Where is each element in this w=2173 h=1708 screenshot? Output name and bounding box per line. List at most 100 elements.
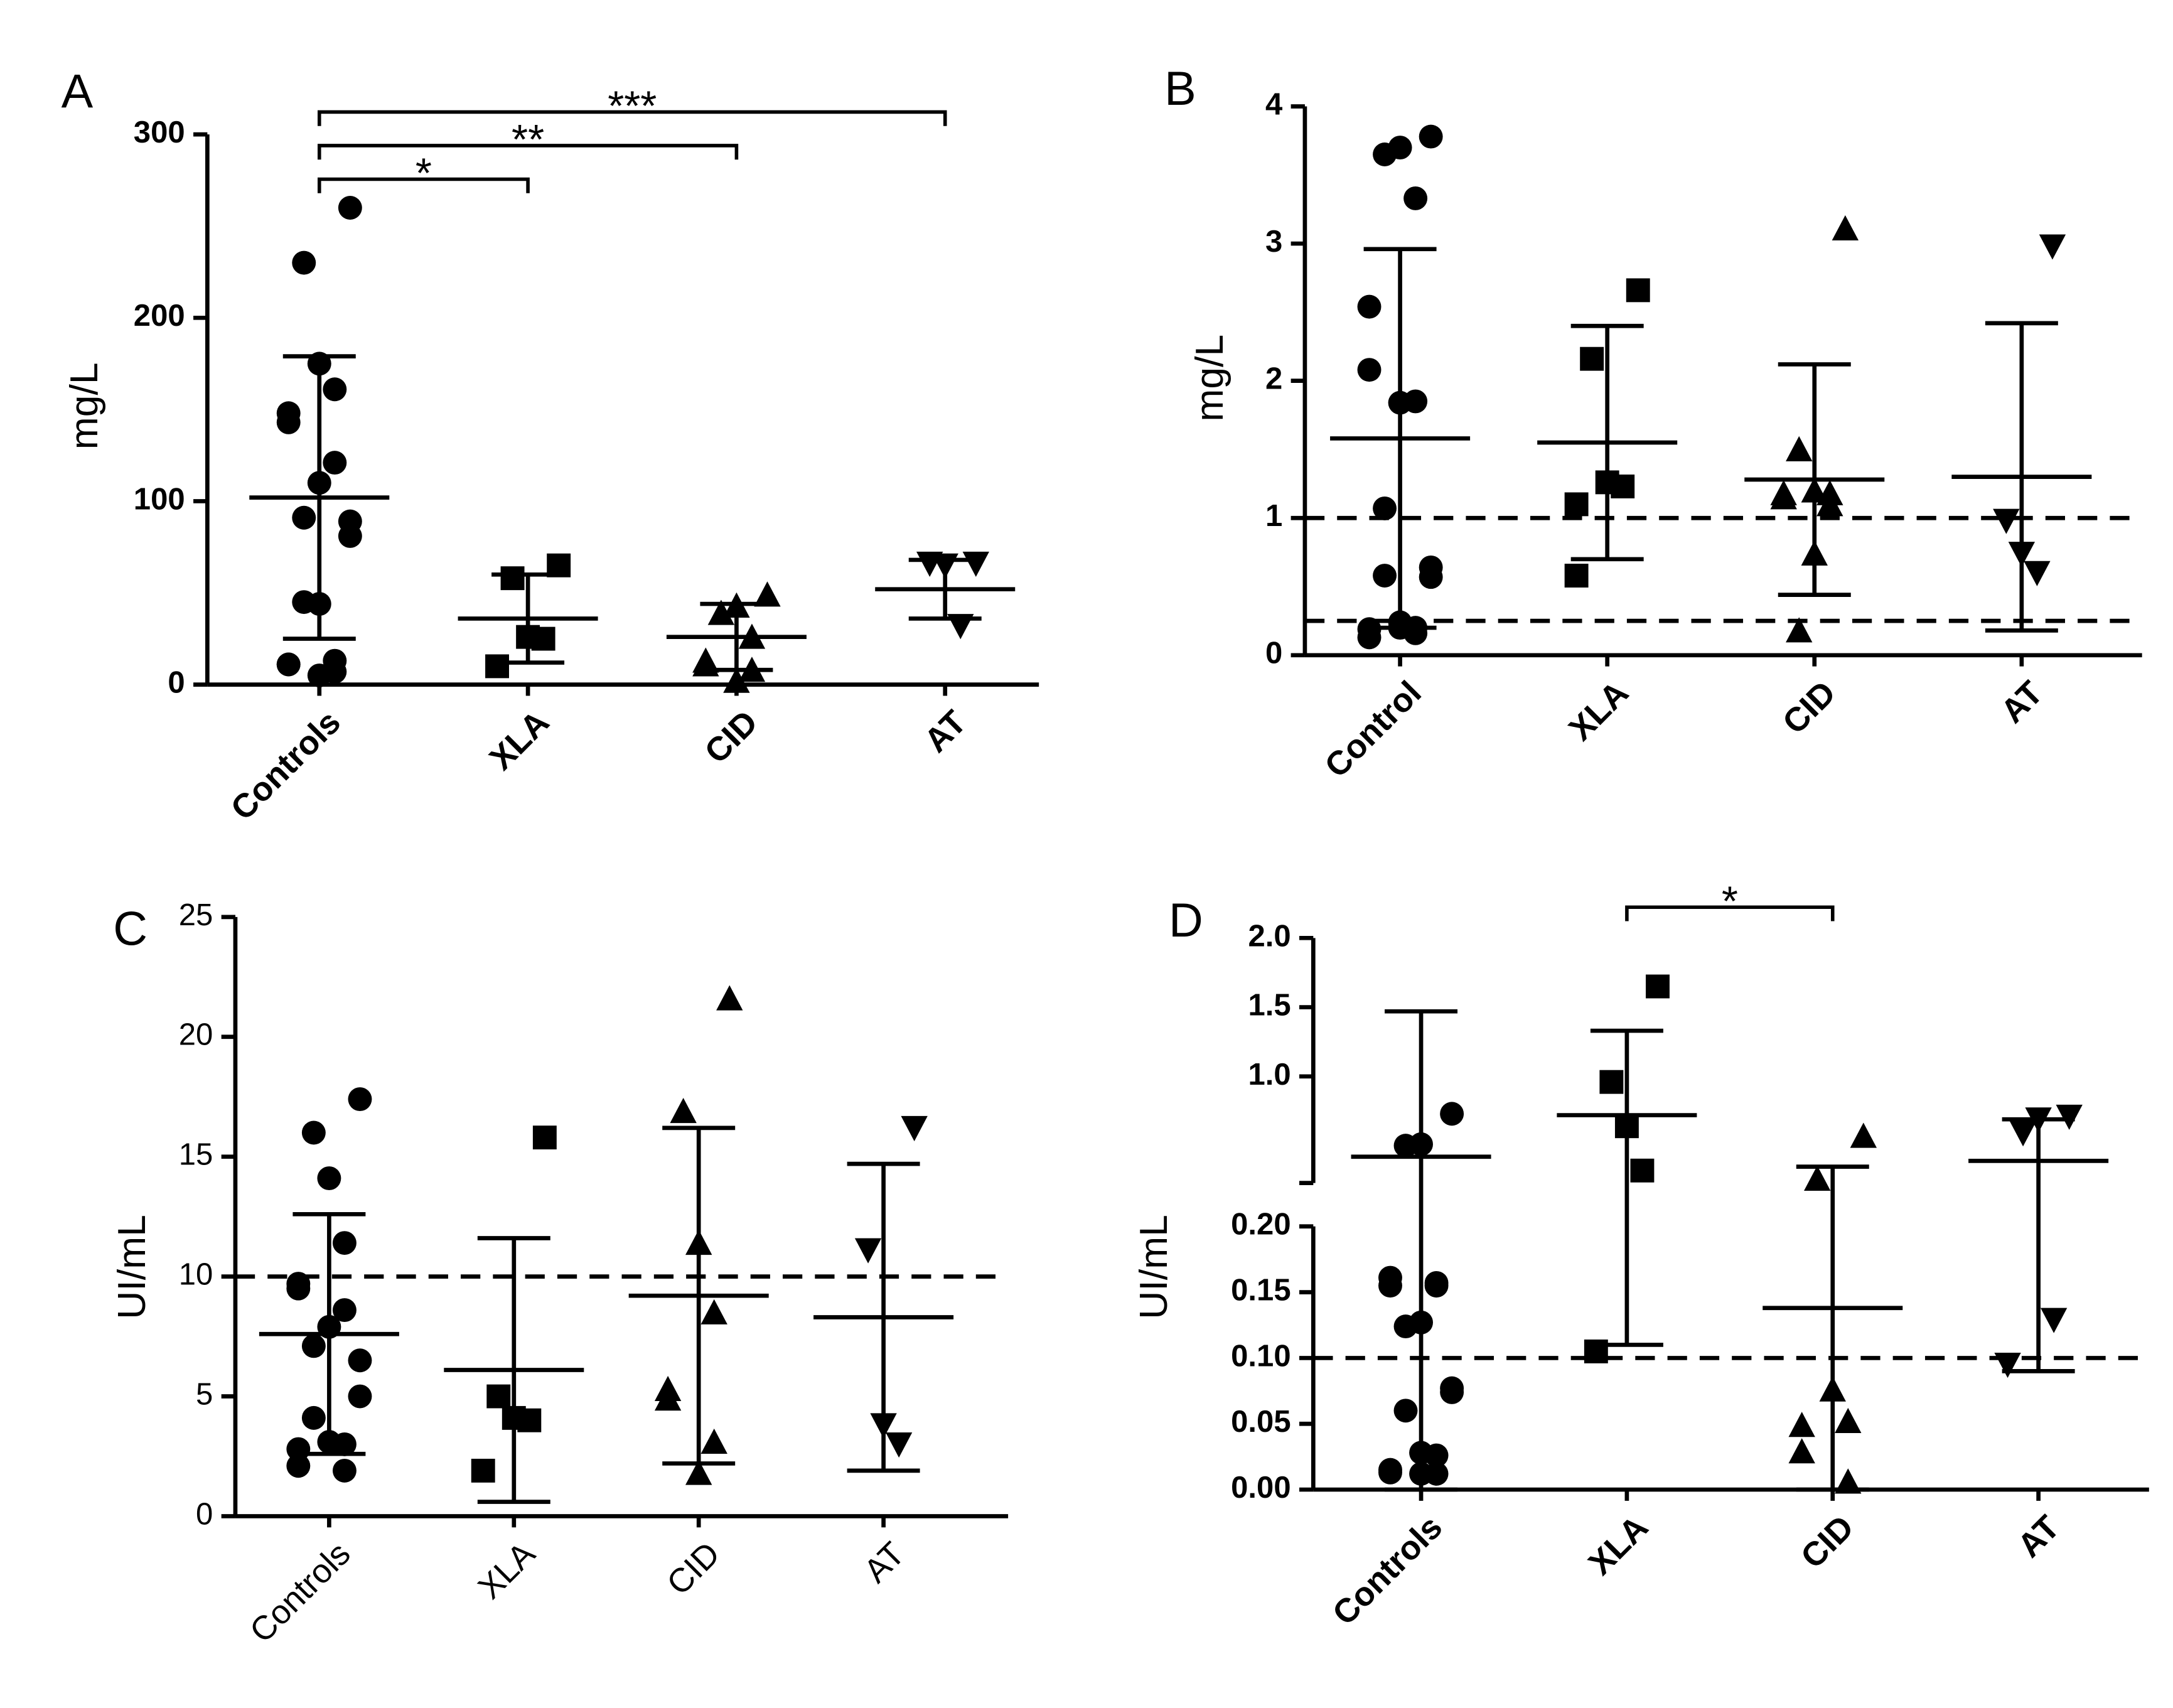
- significance-bracket: [317, 177, 530, 193]
- point: [471, 1458, 495, 1483]
- point: [700, 1299, 727, 1324]
- x-tick-label: CID: [698, 704, 765, 771]
- point: [1786, 436, 1813, 461]
- point: [323, 451, 347, 475]
- point: [670, 1097, 697, 1124]
- point: [323, 377, 347, 402]
- x-tick-label: AT: [918, 704, 974, 760]
- point: [276, 652, 301, 677]
- point: [1994, 1352, 2021, 1378]
- y-tick-label: 0: [196, 1497, 213, 1531]
- point: [348, 1348, 372, 1373]
- point: [1357, 294, 1382, 319]
- point: [1419, 124, 1443, 149]
- point: [1440, 1380, 1464, 1404]
- y-tick-label: 2: [1265, 362, 1282, 396]
- x-tick-label: Controls: [1326, 1508, 1449, 1632]
- point: [2024, 561, 2051, 586]
- point: [1816, 491, 1843, 517]
- significance-label: *: [416, 150, 432, 197]
- y-tick-label: 10: [179, 1258, 213, 1292]
- y-tick-label: 0.20: [1231, 1208, 1290, 1242]
- point: [301, 1334, 326, 1358]
- point: [500, 566, 525, 591]
- point: [1564, 564, 1589, 588]
- y-tick-label: 3: [1265, 225, 1282, 259]
- point: [317, 1166, 341, 1191]
- significance-label: **: [512, 116, 544, 163]
- point: [700, 1428, 727, 1454]
- x-tick-label: AT: [2011, 1508, 2068, 1565]
- panel-letter: C: [113, 902, 148, 955]
- significance-bracket: [1625, 905, 1835, 921]
- y-tick-label: 2.0: [1248, 919, 1290, 953]
- point: [1646, 974, 1670, 999]
- point: [332, 1432, 357, 1456]
- point: [485, 654, 509, 679]
- point: [332, 1231, 357, 1255]
- point: [1440, 1102, 1464, 1126]
- point: [707, 599, 735, 625]
- y-tick-label: 4: [1265, 87, 1283, 121]
- point: [1788, 1438, 1815, 1464]
- x-tick-label: XLA: [471, 1535, 542, 1606]
- point: [292, 505, 316, 530]
- point: [348, 1384, 372, 1409]
- point: [1373, 496, 1397, 520]
- point: [1580, 346, 1604, 371]
- point: [854, 1238, 882, 1264]
- x-tick-label: Controls: [243, 1535, 358, 1650]
- y-tick-label: 0: [168, 666, 185, 700]
- point: [307, 663, 331, 687]
- point: [723, 667, 750, 693]
- point: [1832, 215, 1859, 240]
- point: [301, 1405, 326, 1430]
- x-tick-label: Control: [1318, 674, 1429, 785]
- point: [1770, 480, 1797, 505]
- point: [1626, 278, 1650, 303]
- significance-label: *: [1722, 878, 1738, 925]
- point: [685, 1459, 712, 1485]
- y-tick-label: 1: [1265, 499, 1282, 533]
- y-tick-label: 300: [134, 115, 185, 149]
- point: [301, 1120, 326, 1145]
- point: [532, 1125, 557, 1150]
- x-tick-label: XLA: [1582, 1508, 1655, 1582]
- point: [517, 1408, 542, 1432]
- y-tick-label: 0.05: [1231, 1405, 1290, 1439]
- point: [962, 551, 989, 577]
- x-tick-label: AT: [1994, 674, 2051, 731]
- point: [1993, 508, 2020, 534]
- x-tick-label: CID: [660, 1535, 727, 1603]
- point: [654, 1385, 682, 1411]
- point: [1835, 1468, 1862, 1494]
- y-tick-label: 5: [196, 1377, 213, 1411]
- y-tick-label: 0.00: [1231, 1471, 1290, 1505]
- point: [276, 410, 301, 434]
- point: [1788, 1412, 1815, 1437]
- point: [286, 1276, 311, 1301]
- x-tick-label: XLA: [1562, 674, 1636, 748]
- point: [1393, 1399, 1418, 1423]
- y-tick-label: 0.10: [1231, 1339, 1290, 1373]
- point: [1357, 358, 1382, 382]
- significance-bracket: [317, 110, 947, 126]
- point: [486, 1384, 511, 1409]
- y-axis-label: mg/L: [62, 362, 106, 449]
- point: [1850, 1122, 1877, 1148]
- point: [1835, 1407, 1862, 1434]
- point: [1804, 1165, 1831, 1191]
- point: [531, 626, 555, 651]
- point: [338, 196, 362, 220]
- y-tick-label: 1.0: [1248, 1058, 1290, 1092]
- y-axis-label: UI/mL: [1132, 1215, 1176, 1319]
- point: [1378, 1265, 1402, 1290]
- point: [1357, 625, 1382, 650]
- point: [716, 985, 743, 1011]
- x-tick-label: CID: [1794, 1508, 1861, 1576]
- y-tick-label: 0.15: [1231, 1274, 1290, 1308]
- y-tick-label: 0: [1265, 636, 1282, 670]
- point: [1630, 1158, 1655, 1183]
- point: [2009, 1121, 2037, 1147]
